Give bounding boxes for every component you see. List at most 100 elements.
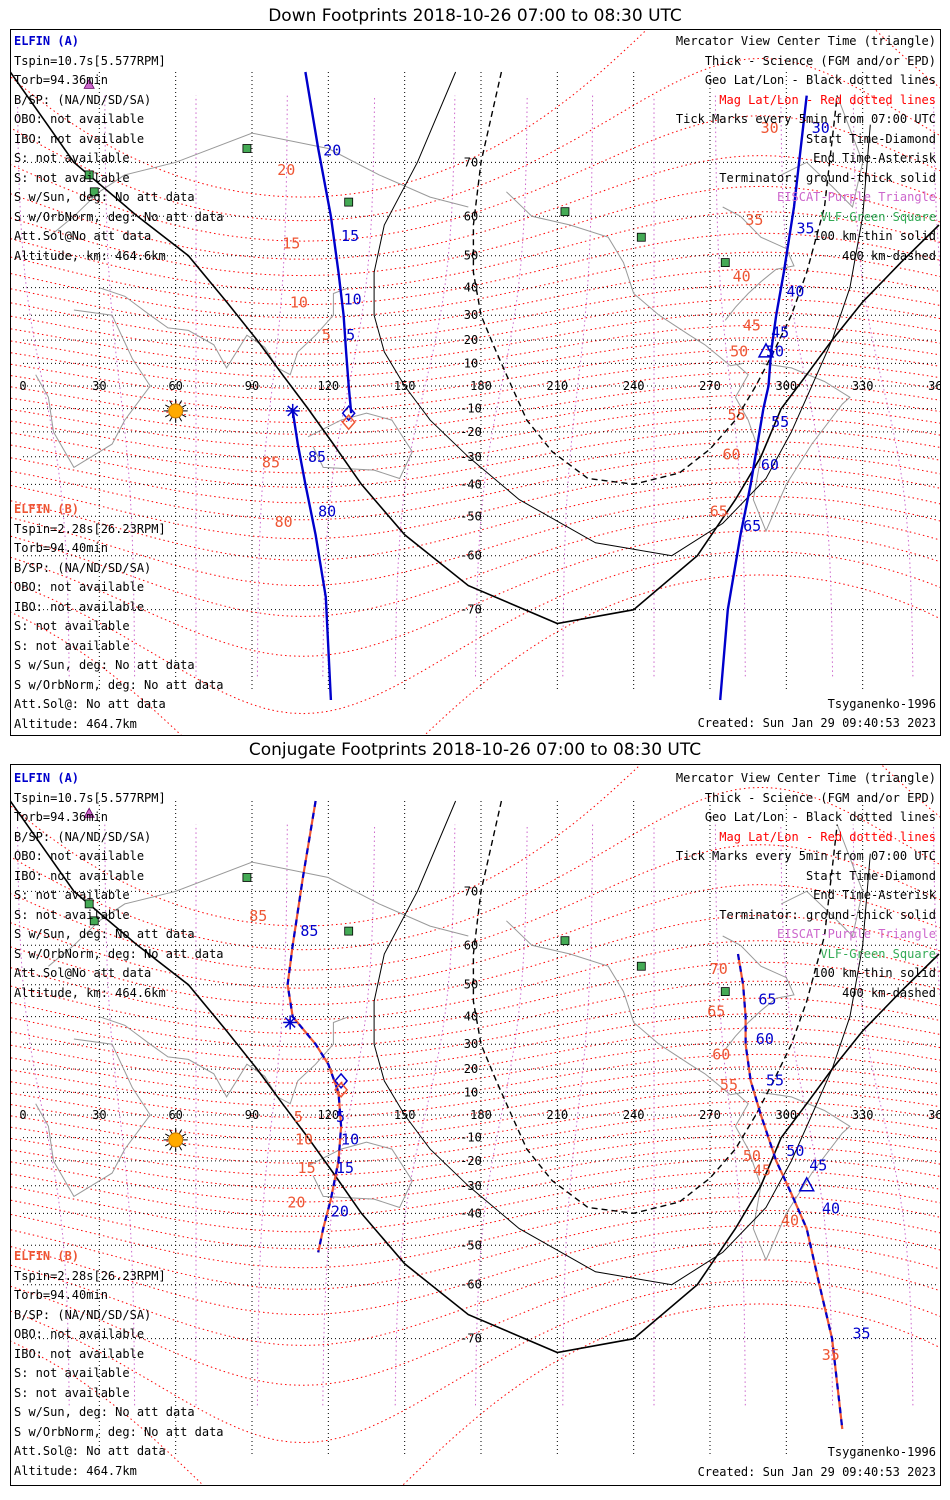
info-line: S: not available <box>14 151 130 165</box>
legend-entry: Thick - Science (FGM and/or EPD) <box>704 790 936 805</box>
sat-a-lines: Tspin=10.7s[5.577RPM] Torb=94.36min B/SP: … <box>14 52 224 267</box>
sun-ray <box>181 413 187 418</box>
sun-ray <box>181 404 187 408</box>
lat-tick-label: -30 <box>460 1179 482 1193</box>
info-line: S w/Sun, deg: No att data <box>14 927 195 941</box>
lat-tick-label: 50 <box>464 978 478 992</box>
sat-a-label: ELFIN (A) <box>14 34 80 48</box>
mag-lat-line <box>11 348 940 401</box>
sun-ray <box>165 1142 170 1147</box>
created-label: Created: Sun Jan 29 09:40:53 2023 <box>697 716 936 730</box>
mag-lat-line <box>11 360 940 412</box>
info-line: Torb=94.36min <box>14 810 108 824</box>
sat-a-lines: Tspin=10.7s[5.577RPM] Torb=94.36min B/SP: … <box>14 789 224 1004</box>
info-line: S w/OrbNorm, deg: No att data <box>14 209 224 224</box>
track-a-tick-label: 20 <box>331 1202 349 1220</box>
coastline <box>506 191 744 367</box>
mag-lat-line <box>11 1303 940 1485</box>
vlf-station <box>84 899 94 909</box>
track-b-tick-label: 5 <box>294 1108 303 1126</box>
vlf-station <box>89 916 99 926</box>
track-a-tick-label: 65 <box>758 991 776 1009</box>
mag-lat-line <box>11 405 940 460</box>
info-line: Att.Sol@: No att data <box>14 697 166 711</box>
track-b-tick-label: 20 <box>277 161 295 179</box>
sun-ray <box>169 1129 173 1135</box>
track-b <box>291 410 333 701</box>
lon-tick-label: 240 <box>623 379 645 393</box>
lat-tick-label: 70 <box>464 155 478 169</box>
track-a-tick-label: 60 <box>756 1030 774 1048</box>
sat-a-label: ELFIN (A) <box>14 771 80 785</box>
track-b-tick-label: 85 <box>262 453 280 471</box>
legend-entry: Terminator: ground-thick solid <box>719 170 936 185</box>
sat-b-label: ELFIN (B) <box>14 1249 80 1263</box>
sun-ray <box>165 1133 170 1137</box>
sun-icon <box>163 398 188 423</box>
info-line: S: not available <box>14 170 130 185</box>
model-label: Tsyganenko-1996 <box>827 697 936 711</box>
info-line: S w/OrbNorm, deg: No att data <box>14 1424 224 1439</box>
track-a-tick-label: 20 <box>323 142 341 160</box>
mag-lat-line <box>11 980 940 1048</box>
lat-tick-label: 10 <box>464 1085 478 1099</box>
lat-tick-label: -20 <box>460 425 482 439</box>
down-footprints-map: 0 30 60 90 120 150 180 210 240 270 300 330 360 70 60 50… <box>11 30 940 735</box>
info-line: S w/OrbNorm, deg: No att data <box>14 946 224 961</box>
lon-tick-label: 330 <box>852 1108 874 1122</box>
lon-tick-label: 0 <box>19 1108 26 1122</box>
track-b-tick-label: 55 <box>728 406 746 424</box>
lon-tick-label: 150 <box>394 1108 416 1122</box>
coastline <box>722 935 795 1050</box>
legend: Mercator View Center Time (triangle) Thic… <box>676 769 936 1003</box>
track-a <box>286 800 343 1253</box>
map-layer: 0 30 60 90 120 150 180 210 240 270 300 330 360 70 60 50… <box>11 765 940 1485</box>
track-b-tick-label: 45 <box>753 1162 771 1180</box>
lat-tick-label: 40 <box>464 281 478 295</box>
mag-lat-line <box>11 1077 940 1130</box>
track-b-tick-label: 35 <box>822 1346 840 1364</box>
track-labels: 2015105303540455055606585802015105303540… <box>262 119 830 535</box>
mag-lat-line <box>11 495 940 587</box>
sat-a-info: ELFIN (A) Tspin=10.7s[5.577RPM] Torb=94.3… <box>14 32 224 266</box>
terminator-ground <box>11 800 940 1354</box>
lon-tick-label: 30 <box>92 1108 106 1122</box>
lon-tick-label: 60 <box>168 379 182 393</box>
track-a-tick-label: 50 <box>786 1142 804 1160</box>
track-a-tick-label: 40 <box>786 282 804 300</box>
mag-lon-line <box>394 824 456 1406</box>
track-a-tick-label: 65 <box>743 517 761 535</box>
lon-tick-label: 210 <box>546 379 568 393</box>
info-line: B/SP: (NA/ND/SD/SA) <box>14 92 152 107</box>
sun-ray <box>181 1133 187 1137</box>
vlf-station <box>242 873 252 882</box>
track-a-tick-label: 35 <box>797 219 815 237</box>
legend-entry: Tick Marks every 5min from 07:00 UTC <box>675 849 936 863</box>
mag-lat-line <box>11 1066 940 1118</box>
coastline <box>307 412 413 480</box>
vlf-station <box>636 232 646 242</box>
mag-lat-line <box>11 574 940 735</box>
model-label: Tsyganenko-1996 <box>827 1445 936 1459</box>
info-line: B/SP: (NA/ND/SD/SA) <box>14 829 152 844</box>
lat-tick-label: 60 <box>464 209 478 223</box>
sun-ray <box>178 1145 183 1151</box>
sat-a-info: ELFIN (A) Tspin=10.7s[5.577RPM] Torb=94.3… <box>14 769 224 1003</box>
sun-ray <box>178 416 183 422</box>
lon-tick-label: 180 <box>470 1108 492 1122</box>
created-label: Created: Sun Jan 29 09:40:53 2023 <box>697 1465 936 1479</box>
start-diamond-b <box>341 414 356 431</box>
lat-tick-label: -60 <box>460 549 482 563</box>
info-line: S: not available <box>14 638 130 653</box>
mag-lat-line <box>11 268 940 331</box>
info-line: OBO: not available <box>14 1327 145 1341</box>
sat-b-lines: Tspin=2.28s[26.23RPM] Torb=94.40min B/SP: … <box>14 520 224 735</box>
eiscat-triangle <box>83 807 95 818</box>
coastline <box>99 1016 349 1105</box>
track-b-tick-label: 85 <box>249 907 267 925</box>
info-line: S: not available <box>14 619 130 633</box>
track-b-tick-label: 65 <box>707 1003 725 1021</box>
lat-tick-label: 30 <box>464 308 478 322</box>
lat-tick-label: 40 <box>464 1010 478 1024</box>
track-b-tick-label: 70 <box>710 960 728 978</box>
